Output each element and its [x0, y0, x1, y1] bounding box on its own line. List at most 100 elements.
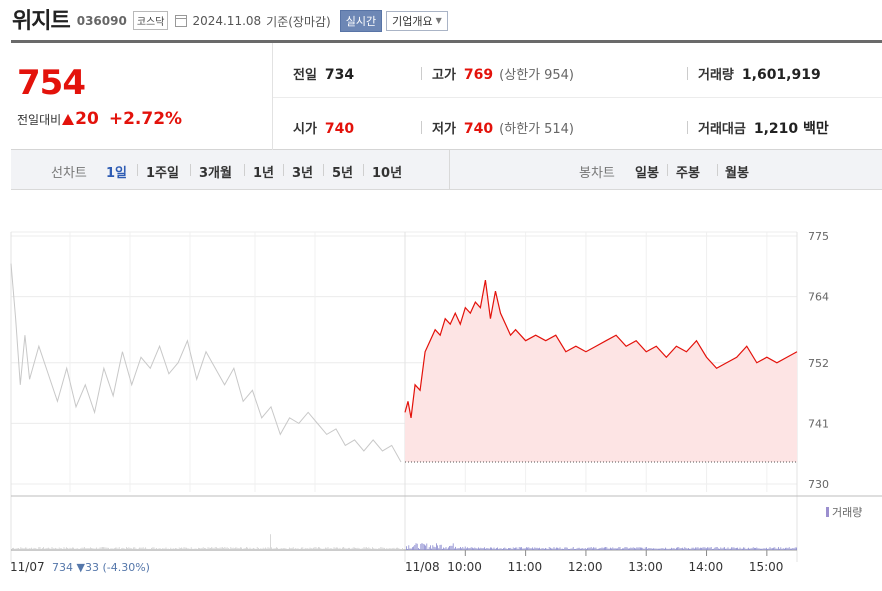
volume-bar — [340, 548, 342, 550]
volume-bar — [493, 547, 495, 550]
volume-bar — [217, 548, 218, 550]
volume-bar — [349, 547, 350, 550]
volume-bar — [672, 548, 674, 550]
volume-bar — [606, 547, 608, 550]
volume-bar — [448, 547, 449, 550]
volume-bar — [743, 547, 744, 550]
tab-daily-candle[interactable]: 일봉 — [635, 166, 659, 181]
volume-bar — [157, 548, 158, 550]
volume-bar — [165, 547, 167, 550]
volume-bar — [398, 548, 400, 550]
volume-bar — [372, 547, 373, 550]
volume-bar — [38, 547, 40, 550]
tab-3year[interactable]: 3년 — [292, 166, 314, 181]
volume-bar — [664, 548, 665, 550]
volume-bar — [55, 547, 56, 550]
volume-bar — [267, 547, 269, 550]
volume-bar — [529, 548, 531, 550]
tab-1year[interactable]: 1년 — [253, 166, 275, 181]
realtime-button[interactable]: 실시간 — [339, 9, 383, 32]
stat-prev-close: 전일 734 — [293, 64, 354, 83]
volume-bar — [122, 547, 124, 550]
volume-bar — [358, 548, 360, 550]
volume-bar — [666, 548, 668, 550]
volume-bar — [781, 548, 783, 550]
volume-bar — [432, 545, 434, 550]
volume-bar — [698, 548, 700, 550]
tabs-divider — [449, 150, 450, 190]
volume-bar — [39, 547, 41, 550]
company-overview-button[interactable]: 기업개요 ▼ — [386, 10, 448, 31]
volume-bar — [103, 547, 104, 550]
volume-bar — [526, 547, 527, 550]
tab-1day[interactable]: 1일 — [106, 166, 128, 181]
volume-bar — [180, 548, 181, 550]
tab-monthly-candle[interactable]: 월봉 — [725, 166, 749, 181]
volume-bar — [649, 548, 651, 550]
tab-separator — [667, 164, 668, 176]
volume-bar — [457, 548, 459, 550]
volume-bar — [559, 547, 561, 550]
tab-1week[interactable]: 1주일 — [146, 166, 179, 181]
volume-bar — [270, 534, 271, 550]
volume-bar — [769, 547, 771, 550]
volume-bar — [148, 548, 150, 550]
volume-bar — [127, 548, 128, 550]
calendar-icon — [175, 15, 188, 27]
volume-bar — [707, 547, 708, 550]
volume-bar — [774, 547, 776, 550]
volume-bar — [333, 547, 335, 550]
volume-bar — [145, 547, 146, 550]
volume-bar — [139, 547, 140, 550]
volume-bar — [713, 548, 714, 550]
volume-bar — [109, 548, 110, 550]
volume-bar — [652, 548, 653, 550]
volume-bar — [594, 547, 596, 550]
volume-bar — [709, 547, 711, 550]
volume-bar — [683, 548, 684, 550]
volume-bar — [123, 548, 125, 550]
volume-bar — [285, 548, 287, 550]
volume-bar — [18, 547, 19, 550]
volume-bar — [33, 547, 35, 550]
tab-3month[interactable]: 3개월 — [199, 166, 232, 181]
stock-code: 036090 — [76, 14, 127, 28]
volume-bar — [578, 547, 580, 550]
volume-bar — [229, 548, 230, 550]
volume-bar — [272, 548, 274, 550]
volume-bar — [692, 547, 694, 550]
volume-bar — [146, 548, 148, 550]
volume-bar — [153, 547, 155, 550]
tab-5year[interactable]: 5년 — [332, 166, 354, 181]
volume-bar — [686, 548, 688, 550]
today-area-fill — [405, 280, 797, 462]
tab-weekly-candle[interactable]: 주봉 — [676, 166, 700, 181]
tab-separator — [717, 164, 718, 176]
open-value: 740 — [324, 121, 355, 137]
volume-bar — [297, 548, 299, 550]
volume-bar — [670, 548, 671, 550]
volume-bar — [696, 547, 698, 550]
volume-bar — [32, 548, 34, 550]
volume-bar — [362, 548, 364, 550]
volume-bar — [718, 548, 719, 550]
volume-bar — [236, 547, 238, 550]
volume-bar — [369, 548, 371, 550]
volume-bar — [754, 547, 755, 550]
volume-bar — [261, 548, 263, 550]
volume-bar — [562, 548, 563, 550]
volume-bar — [352, 547, 354, 550]
tab-10year[interactable]: 10년 — [372, 166, 403, 181]
volume-bar — [445, 547, 447, 550]
volume-bar — [243, 548, 245, 550]
volume-bar — [268, 547, 270, 550]
volume-bar — [702, 547, 704, 550]
volume-bar — [160, 548, 162, 550]
volume-bar — [547, 548, 549, 550]
amount-label: 거래대금 — [698, 122, 746, 137]
volume-bar — [207, 547, 209, 550]
volume-bar — [96, 547, 97, 550]
volume-bar — [478, 547, 479, 550]
volume-bar — [469, 547, 471, 550]
volume-bar — [568, 548, 569, 550]
